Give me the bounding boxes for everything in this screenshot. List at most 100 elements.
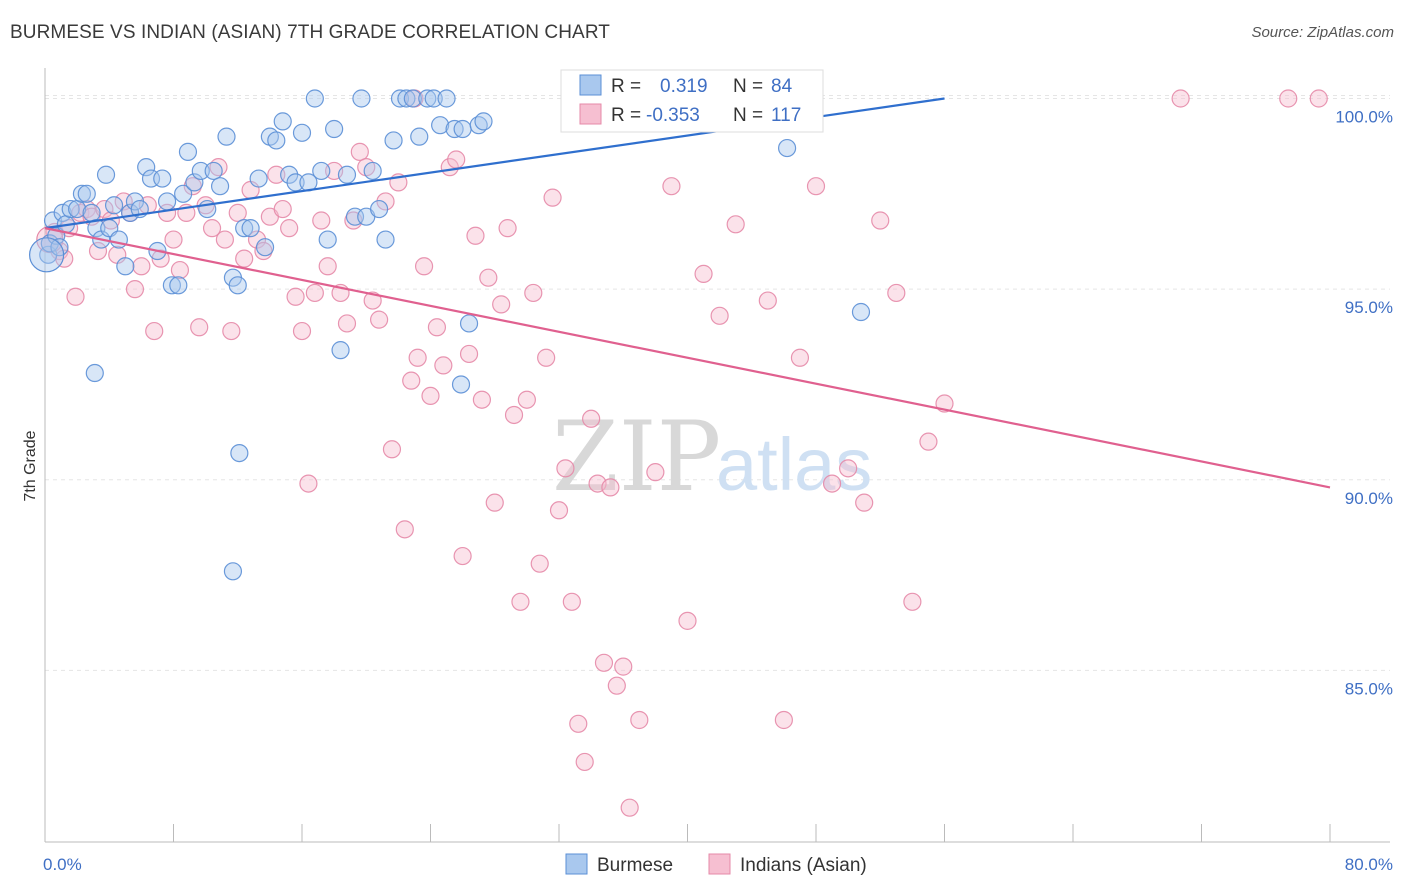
watermark: ZIP atlas xyxy=(552,401,872,513)
indian-point-45 xyxy=(318,257,337,276)
indian-point-16 xyxy=(132,257,151,276)
burmese-point-10 xyxy=(77,184,96,203)
burmese-point-44 xyxy=(267,131,286,150)
indian-point-37 xyxy=(267,165,286,184)
burmese-point-cluster xyxy=(29,237,65,273)
indian-point-97 xyxy=(694,264,713,283)
burmese-point-70 xyxy=(437,89,456,108)
indian-point-61 xyxy=(421,386,440,406)
indian-point-70 xyxy=(479,268,498,287)
burmese-point-73 xyxy=(459,314,479,333)
indian-point-63 xyxy=(434,356,453,375)
indian-point-71 xyxy=(485,493,504,512)
indian-point-76 xyxy=(517,390,536,409)
burmese-point-7 xyxy=(61,199,80,219)
indian-point-96 xyxy=(678,611,697,630)
indian-point-57 xyxy=(395,520,414,539)
burmese-point-79 xyxy=(451,375,471,394)
burmese-point-69 xyxy=(431,116,450,135)
y-tick-label-3: 85.0% xyxy=(1345,679,1393,698)
indian-point-106 xyxy=(839,459,858,478)
indian-point-110 xyxy=(903,592,922,611)
indian-point-79 xyxy=(537,348,556,367)
indian-point-54 xyxy=(376,192,395,211)
y-tick-label-1: 95.0% xyxy=(1345,298,1393,317)
burmese-point-26 xyxy=(157,192,177,211)
indian-point-88 xyxy=(594,653,614,672)
indian-point-115 xyxy=(1309,89,1328,108)
indian-point-15 xyxy=(125,280,145,299)
watermark-zip: ZIP xyxy=(552,401,721,513)
burmese-point-81 xyxy=(851,302,871,322)
series-legend-swatch-indian xyxy=(708,853,731,875)
burmese-point-64 xyxy=(397,89,416,108)
burmese-point-41 xyxy=(249,169,268,188)
indian-point-85 xyxy=(575,752,594,772)
legend-n-label-1: N = xyxy=(733,76,763,97)
legend-r-value-2: -0.353 xyxy=(646,105,700,126)
legend-n-label-2: N = xyxy=(733,105,763,126)
y-axis-label: 7th Grade xyxy=(22,430,39,501)
indian-point-95 xyxy=(662,177,681,196)
legend-box xyxy=(560,69,824,133)
legend-swatch-burmese xyxy=(579,74,602,96)
indian-point-108 xyxy=(871,211,890,230)
correlation-legend: R = 0.319 N = 84 R = -0.353 N = 117 xyxy=(560,69,824,133)
burmese-point-77 xyxy=(223,562,243,581)
burmese-point-62 xyxy=(384,131,403,150)
burmese-point-22 xyxy=(137,158,156,177)
indian-point-31 xyxy=(228,203,247,222)
indian-point-89 xyxy=(601,478,620,497)
series-legend-swatch-burmese xyxy=(565,853,588,875)
indian-point-92 xyxy=(620,798,639,817)
burmese-point-66 xyxy=(410,127,429,146)
indian-point-101 xyxy=(758,291,777,310)
burmese-point-29 xyxy=(174,184,193,203)
burmese-point-30 xyxy=(178,142,198,161)
y-tick-label-0: 100.0% xyxy=(1335,108,1393,127)
indian-point-22 xyxy=(170,260,190,280)
burmese-point-40 xyxy=(241,219,260,238)
indian-point-29 xyxy=(215,230,234,249)
burmese-point-27 xyxy=(162,276,181,295)
indian-point-30 xyxy=(222,321,241,341)
indian-point-48 xyxy=(337,314,357,333)
chart-title: BURMESE VS INDIAN (ASIAN) 7TH GRADE CORR… xyxy=(10,22,611,43)
burmese-point-63 xyxy=(390,89,410,108)
burmese-point-78 xyxy=(85,363,104,383)
indian-point-60 xyxy=(414,257,434,276)
indian-point-69 xyxy=(472,390,491,409)
burmese-point-51 xyxy=(312,161,331,181)
indian-point-5 xyxy=(66,287,85,306)
indian-point-78 xyxy=(530,554,549,573)
burmese-point-67 xyxy=(418,89,437,108)
burmese-point-65 xyxy=(403,89,422,108)
indian-point-114 xyxy=(1279,89,1298,108)
burmese-point-46 xyxy=(280,165,299,184)
indian-point-55 xyxy=(382,440,402,459)
indian-trend-line xyxy=(44,227,1331,489)
legend-n-value-1: 84 xyxy=(771,76,793,97)
burmese-point-31 xyxy=(185,173,204,192)
indian-point-72 xyxy=(492,295,511,314)
indian-point-74 xyxy=(504,405,524,425)
burmese-point-47 xyxy=(286,173,305,192)
legend-r-label-1: R = xyxy=(611,76,641,97)
burmese-point-25 xyxy=(153,169,172,188)
burmese-point-50 xyxy=(305,89,324,108)
series-legend: Burmese Indians (Asian) xyxy=(565,853,867,876)
burmese-point-72 xyxy=(453,119,472,139)
burmese-point-61 xyxy=(376,230,395,249)
indian-point-42 xyxy=(299,474,318,493)
indian-point-90 xyxy=(607,676,626,695)
indian-point-77 xyxy=(524,283,543,303)
burmese-point-16 xyxy=(104,196,124,215)
x-tick-labels: 0.0% 80.0% xyxy=(43,855,1393,874)
burmese-point-55 xyxy=(337,165,357,184)
indian-point-9 xyxy=(88,241,108,261)
burmese-point-34 xyxy=(204,161,223,181)
indian-point-81 xyxy=(549,501,569,520)
burmese-point-39 xyxy=(235,219,254,238)
burmese-point-75 xyxy=(474,112,493,131)
indian-point-73 xyxy=(498,219,517,238)
